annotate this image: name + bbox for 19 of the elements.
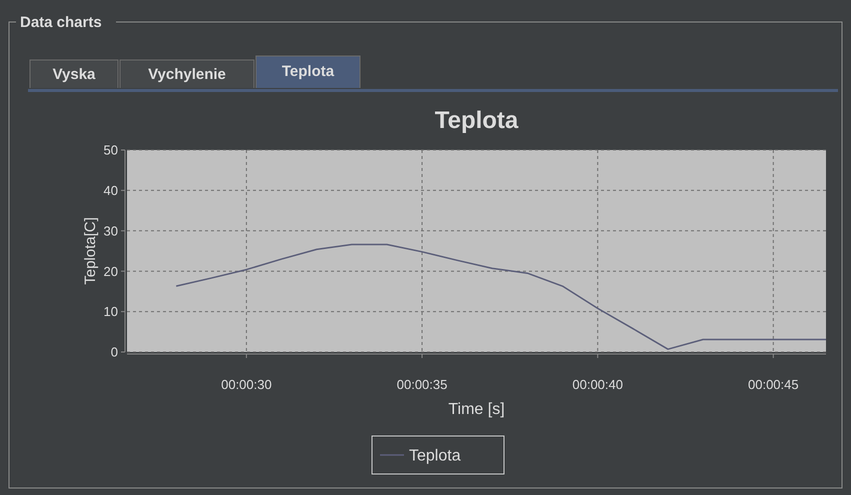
x-tick-label: 00:00:30 <box>221 377 272 392</box>
x-tick-label: 00:00:45 <box>748 377 799 392</box>
y-tick-label: 20 <box>104 264 118 279</box>
y-tick-label: 40 <box>104 182 118 198</box>
y-tick-label: 30 <box>104 223 118 238</box>
line-series <box>175 244 827 350</box>
tab: Vyska <box>30 60 118 88</box>
y-tick-label: 0 <box>110 344 118 360</box>
y-tick-label: 10 <box>104 304 118 320</box>
y-axis-title: Teplota[C] <box>82 217 99 285</box>
selected-tab: Teplota <box>256 56 360 88</box>
tab: Vychylenie <box>120 60 254 88</box>
x-tick-label: 00:00:40 <box>572 377 623 392</box>
y-tick-label: 50 <box>104 142 118 158</box>
chart-title: Teplota <box>434 107 519 134</box>
text: Data charts <box>20 14 102 31</box>
x-axis-title: Time [s] <box>448 401 505 418</box>
legend-label: Teplota <box>409 448 461 465</box>
x-tick-label: 00:00:35 <box>396 377 448 392</box>
